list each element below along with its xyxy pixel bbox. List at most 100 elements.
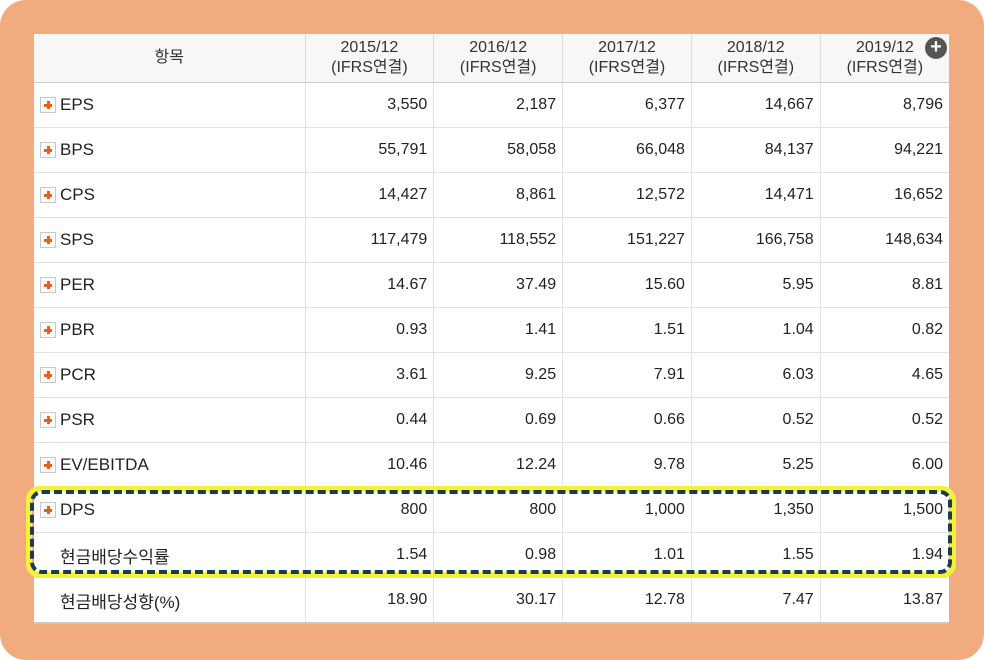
value-cell: 2,187 <box>433 82 563 128</box>
column-period: 2018/12 <box>726 39 785 56</box>
value-cell: 1.04 <box>690 307 821 353</box>
value-cell: 12,572 <box>562 172 692 218</box>
value-cell: 66,048 <box>562 127 692 173</box>
column-basis: (IFRS연결) <box>331 59 408 76</box>
value-cell: 10.46 <box>304 442 434 488</box>
column-header-2016: 2016/12 (IFRS연결) <box>433 34 563 83</box>
table-row: BPS 55,791 58,058 66,048 84,137 94,221 <box>34 127 949 173</box>
value-cell: 0.98 <box>433 532 563 578</box>
column-basis: (IFRS연결) <box>588 59 666 76</box>
value-cell: 37.49 <box>433 262 563 308</box>
value-cell: 13.87 <box>819 577 949 624</box>
row-label: DPS <box>60 500 95 519</box>
value-cell: 15.60 <box>562 262 692 308</box>
value-cell: 12.78 <box>562 577 692 624</box>
row-label: PBR <box>60 320 95 339</box>
value-cell: 0.66 <box>562 397 692 443</box>
table-row: PER 14.67 37.49 15.60 5.95 8.81 <box>34 262 949 308</box>
value-cell: 5.25 <box>690 442 821 488</box>
value-cell: 12.24 <box>433 442 563 488</box>
plus-circle-icon[interactable]: + <box>925 37 947 59</box>
expand-plus-icon[interactable] <box>40 366 56 383</box>
value-cell: 1.51 <box>562 307 692 353</box>
value-cell: 5.95 <box>690 262 821 308</box>
expand-plus-icon[interactable] <box>40 321 56 338</box>
value-cell: 0.69 <box>433 397 563 443</box>
value-cell: 7.91 <box>562 352 692 398</box>
expand-plus-icon[interactable] <box>40 231 56 248</box>
column-header-2019: 2019/12 (IFRS연결) + <box>819 34 949 83</box>
expand-plus-icon[interactable] <box>40 501 56 518</box>
value-cell: 1.94 <box>819 532 949 578</box>
value-cell: 0.52 <box>690 397 821 443</box>
table-row: EV/EBITDA 10.46 12.24 9.78 5.25 6.00 <box>34 442 949 488</box>
expand-plus-icon[interactable] <box>40 141 56 158</box>
value-cell: 8.81 <box>819 262 949 308</box>
row-label: PER <box>60 275 95 294</box>
row-label: SPS <box>60 230 95 249</box>
value-cell: 14,667 <box>690 82 821 128</box>
value-cell: 1.41 <box>433 307 563 353</box>
row-label-cell: 현금배당성향(%) <box>34 577 305 624</box>
expand-plus-icon[interactable] <box>40 186 56 203</box>
value-cell: 84,137 <box>690 127 821 173</box>
value-cell: 0.93 <box>304 307 434 353</box>
value-cell: 94,221 <box>819 127 949 173</box>
row-label-cell: BPS <box>34 127 305 173</box>
row-label-cell: PBR <box>34 307 305 353</box>
value-cell: 16,652 <box>819 172 949 218</box>
value-cell: 8,796 <box>819 82 949 128</box>
table-row: PSR 0.44 0.69 0.66 0.52 0.52 <box>34 397 949 443</box>
value-cell: 117,479 <box>304 217 434 263</box>
value-cell: 6,377 <box>562 82 692 128</box>
value-cell: 6.03 <box>690 352 821 398</box>
row-label-cell: PER <box>34 262 305 308</box>
value-cell: 1,350 <box>690 487 821 533</box>
value-cell: 4.65 <box>819 352 949 398</box>
table-row: 현금배당수익률 1.54 0.98 1.01 1.55 1.94 <box>34 532 949 578</box>
expand-plus-icon[interactable] <box>40 456 56 473</box>
value-cell: 166,758 <box>690 217 821 263</box>
value-cell: 3.61 <box>304 352 434 398</box>
column-basis: (IFRS연결) <box>459 59 537 76</box>
value-cell: 1.54 <box>304 532 434 578</box>
column-period: 2015/12 <box>340 39 399 56</box>
expand-plus-icon[interactable] <box>40 96 56 113</box>
row-label: BPS <box>60 140 95 159</box>
header-item-label: 항목 <box>34 34 305 83</box>
row-label: EV/EBITDA <box>60 455 149 474</box>
row-label: CPS <box>60 185 95 204</box>
value-cell: 14,471 <box>690 172 821 218</box>
value-cell: 1,000 <box>562 487 692 533</box>
value-cell: 0.82 <box>819 307 949 353</box>
header-row: 항목 2015/12 (IFRS연결) 2016/12 (IFRS연결) 201… <box>34 34 949 83</box>
column-basis: (IFRS연결) <box>717 59 795 76</box>
table-row: PCR 3.61 9.25 7.91 6.03 4.65 <box>34 352 949 398</box>
table-row: 현금배당성향(%) 18.90 30.17 12.78 7.47 13.87 <box>34 577 949 624</box>
value-cell: 9.78 <box>562 442 692 488</box>
row-label-cell: PCR <box>34 352 305 398</box>
column-header-2017: 2017/12 (IFRS연결) <box>562 34 692 83</box>
row-label: 현금배당수익률 <box>60 547 170 567</box>
column-period: 2017/12 <box>598 39 656 56</box>
expand-plus-icon[interactable] <box>40 411 56 428</box>
row-label: PCR <box>60 365 96 384</box>
row-label-cell: CPS <box>34 172 305 218</box>
value-cell: 1,500 <box>819 487 949 533</box>
financial-ratio-panel: 항목 2015/12 (IFRS연결) 2016/12 (IFRS연결) 201… <box>34 34 949 624</box>
value-cell: 8,861 <box>433 172 563 218</box>
value-cell: 800 <box>304 487 434 533</box>
row-label-cell: DPS <box>34 487 305 533</box>
row-label-cell: EV/EBITDA <box>34 442 305 488</box>
column-header-2015: 2015/12 (IFRS연결) <box>304 34 434 83</box>
row-label-cell: 현금배당수익률 <box>34 532 305 578</box>
row-label-cell: EPS <box>34 82 305 128</box>
value-cell: 148,634 <box>819 217 949 263</box>
value-cell: 0.52 <box>819 397 949 443</box>
value-cell: 0.44 <box>304 397 434 443</box>
row-label: EPS <box>60 95 95 114</box>
table-row: PBR 0.93 1.41 1.51 1.04 0.82 <box>34 307 949 353</box>
table-row: SPS 117,479 118,552 151,227 166,758 148,634 <box>34 217 949 263</box>
column-period: 2016/12 <box>469 39 528 56</box>
expand-plus-icon[interactable] <box>40 276 56 293</box>
